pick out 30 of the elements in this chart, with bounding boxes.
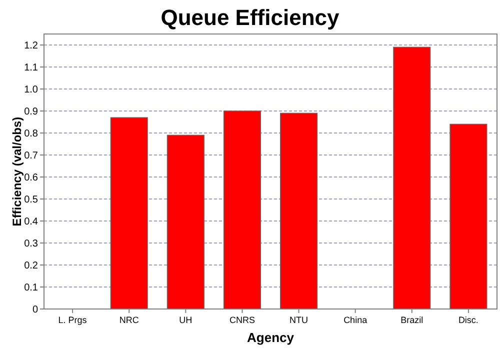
y-tick-label: 0.8 xyxy=(24,128,38,140)
bar xyxy=(166,134,204,310)
y-tick-label: 0.2 xyxy=(24,260,38,272)
x-tick-label: CNRS xyxy=(229,315,255,325)
x-axis-title: Agency xyxy=(247,330,295,345)
y-axis-title: Efficiency (val/obs) xyxy=(10,116,24,226)
bar xyxy=(450,124,488,310)
chart-title: Queue Efficiency xyxy=(160,5,340,30)
bar xyxy=(280,112,318,310)
y-tick-label: 1.1 xyxy=(24,62,38,74)
y-tick-label: 0.4 xyxy=(24,216,38,228)
x-tick-label: Brazil xyxy=(400,315,424,325)
y-tick-label: 0.7 xyxy=(24,150,38,162)
y-tick-label: 1.0 xyxy=(24,84,38,96)
y-tick-label: 0.5 xyxy=(24,194,38,206)
bar xyxy=(110,117,148,310)
x-tick-label: UH xyxy=(179,315,192,325)
bar xyxy=(223,110,262,310)
y-tick-label: 0 xyxy=(32,304,38,316)
x-tick-label: NRC xyxy=(119,315,140,325)
y-tick-label: 0.3 xyxy=(24,238,38,250)
y-tick-label: 0.1 xyxy=(24,282,38,294)
y-tick-label: 0.9 xyxy=(24,106,38,118)
x-tick-label: NTU xyxy=(290,315,308,325)
x-tick-label: Disc. xyxy=(458,315,478,325)
y-tick-label: 0.6 xyxy=(24,172,38,184)
x-tick-label: L. Prgs xyxy=(58,315,88,325)
bar xyxy=(393,46,431,310)
y-tick-label: 1.2 xyxy=(24,40,38,52)
x-tick-label: China xyxy=(344,315,368,325)
